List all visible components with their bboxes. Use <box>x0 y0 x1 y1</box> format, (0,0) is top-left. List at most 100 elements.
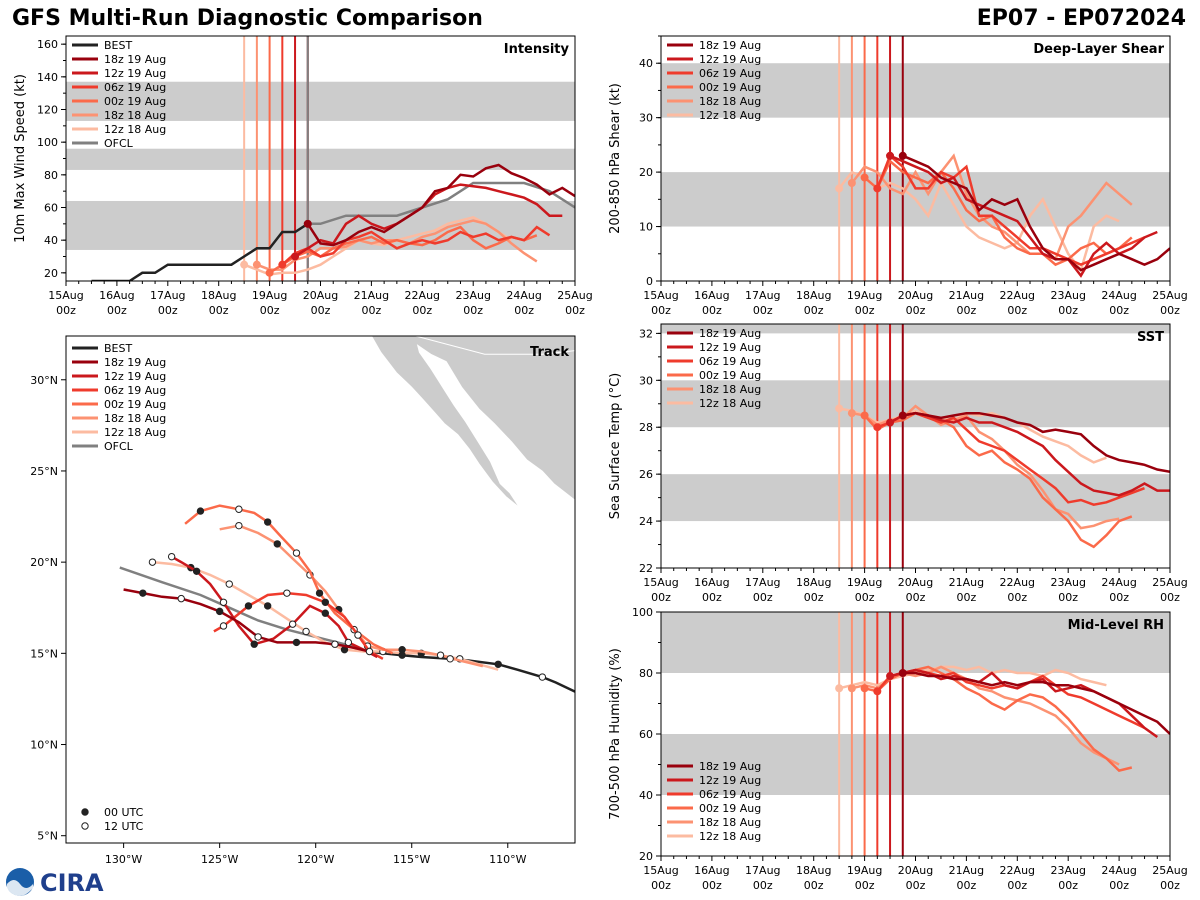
intensity-xtick-date: 22Aug <box>405 289 440 302</box>
track-xtick-label: 110°W <box>489 853 526 866</box>
intensity-ytick-label: 40 <box>44 234 58 247</box>
sst-legend-label: 18z 18 Aug <box>699 383 761 396</box>
intensity-xtick-hour: 00z <box>107 304 127 317</box>
track-marker-00utc <box>273 540 281 548</box>
track-best-marker <box>494 660 502 668</box>
intensity-band-2 <box>66 81 575 121</box>
sst-xtick-date: 22Aug <box>1000 576 1035 589</box>
rh-band-1 <box>661 612 1170 673</box>
track-marker-legend-label: 00 UTC <box>104 806 144 819</box>
track-marker-12utc <box>436 651 445 659</box>
track-marker-12utc <box>177 594 185 603</box>
track-marker-12utc <box>283 589 291 597</box>
sst-xtick-date: 15Aug <box>643 576 678 589</box>
shear-xtick-date: 24Aug <box>1101 289 1136 302</box>
rh-xtick-date: 21Aug <box>949 864 984 877</box>
shear-xtick-date: 19Aug <box>847 289 882 302</box>
shear-xtick-hour: 00z <box>753 304 773 317</box>
sst-xtick-hour: 00z <box>1109 591 1129 604</box>
shear-xtick-date: 20Aug <box>898 289 933 302</box>
track-marker-12utc <box>254 633 262 641</box>
rh-xtick-hour: 00z <box>906 879 926 892</box>
shear-xtick-date: 23Aug <box>1050 289 1085 302</box>
shear-xtick-date: 17Aug <box>745 289 780 302</box>
rh-xtick-hour: 00z <box>804 879 824 892</box>
sst-xtick-hour: 00z <box>804 591 824 604</box>
rh-xtick-hour: 00z <box>1007 879 1027 892</box>
intensity-series-2 <box>281 225 551 266</box>
track-marker-legend-label: 12 UTC <box>104 820 144 833</box>
sst-series-start-3 <box>860 411 869 420</box>
shear-ytick-label: 10 <box>639 221 653 234</box>
rh-ylabel: 700-500 hPa Humidity (%) <box>608 648 623 820</box>
track-title: Track <box>530 345 569 360</box>
intensity-legend-label: 18z 19 Aug <box>104 53 166 66</box>
shear-xtick-date: 18Aug <box>796 289 831 302</box>
track-marker-12utc <box>148 558 157 566</box>
track-legend-label: OFCL <box>104 440 134 453</box>
sst-xtick-date: 21Aug <box>949 576 984 589</box>
track-series-1 <box>170 555 378 659</box>
rh-legend-label: 06z 19 Aug <box>699 788 761 801</box>
shear-xtick-date: 21Aug <box>949 289 984 302</box>
intensity-series-start-2 <box>278 260 287 269</box>
rh-legend-label: 12z 19 Aug <box>699 774 761 787</box>
track-legend-label: 18z 19 Aug <box>104 356 166 369</box>
intensity-legend-label: 12z 19 Aug <box>104 67 166 80</box>
track-marker-00utc <box>315 589 324 597</box>
intensity-series-5 <box>243 215 513 276</box>
intensity-plot-area <box>66 36 575 281</box>
track-ytick-label: 20°N <box>30 556 58 569</box>
sst-ytick-label: 22 <box>639 562 653 575</box>
shear-ylabel: 200-850 hPa Shear (kt) <box>608 83 623 234</box>
shear-legend-label: 12z 18 Aug <box>699 109 761 122</box>
track-legend-label: 12z 18 Aug <box>104 426 166 439</box>
track-marker-12utc <box>331 640 339 648</box>
track-marker-12utc <box>235 521 243 530</box>
sst-series-0 <box>902 411 1170 474</box>
track-frame <box>65 335 576 844</box>
intensity-xtick-date: 23Aug <box>455 289 490 302</box>
sst-series-1 <box>889 411 1170 497</box>
track-marker-12utc <box>288 620 297 628</box>
rh-series-start-3 <box>860 684 869 693</box>
track-marker-00utc <box>292 638 301 647</box>
cira-logo: CIRA <box>6 868 104 897</box>
sst-xtick-date: 23Aug <box>1050 576 1085 589</box>
rh-plot-area <box>661 612 1170 856</box>
rh-series-start-5 <box>835 684 844 693</box>
shear-plot-area <box>661 36 1170 281</box>
shear-xtick-hour: 00z <box>906 304 926 317</box>
intensity-xtick-hour: 00z <box>412 304 432 317</box>
shear-title: Deep-Layer Shear <box>1033 42 1164 57</box>
shear-legend-label: 06z 19 Aug <box>699 67 761 80</box>
noaa-wave <box>7 880 33 896</box>
track-marker-12utc <box>219 598 228 606</box>
track-border-line <box>373 336 575 355</box>
sst-ytick-label: 32 <box>639 327 653 340</box>
intensity-series-0 <box>306 163 575 247</box>
sst-xtick-date: 17Aug <box>745 576 780 589</box>
sst-band-2 <box>661 324 1170 334</box>
intensity-xtick-hour: 00z <box>260 304 280 317</box>
shear-legend-label: 12z 19 Aug <box>699 53 761 66</box>
intensity-ylabel: 10m Max Wind Speed (kt) <box>13 74 28 243</box>
track-best-marker <box>446 655 454 663</box>
intensity-legend-label: 00z 19 Aug <box>104 95 166 108</box>
sst-xtick-date: 25Aug <box>1152 576 1187 589</box>
intensity-xtick-hour: 00z <box>514 304 534 317</box>
track-best-marker <box>365 647 374 656</box>
sst-xtick-date: 16Aug <box>694 576 729 589</box>
shear-legend-label: 00z 19 Aug <box>699 81 761 94</box>
intensity-xtick-hour: 00z <box>158 304 178 317</box>
track-legend-label: 18z 18 Aug <box>104 412 166 425</box>
sst-band-1 <box>661 380 1170 428</box>
intensity-xtick-date: 15Aug <box>48 289 83 302</box>
track-ytick-label: 5°N <box>37 830 58 843</box>
intensity-title: Intensity <box>504 42 570 57</box>
shear-xtick-hour: 00z <box>804 304 824 317</box>
rh-xtick-date: 25Aug <box>1152 864 1187 877</box>
sst-legend-label: 12z 18 Aug <box>699 397 761 410</box>
rh-xtick-hour: 00z <box>1109 879 1129 892</box>
